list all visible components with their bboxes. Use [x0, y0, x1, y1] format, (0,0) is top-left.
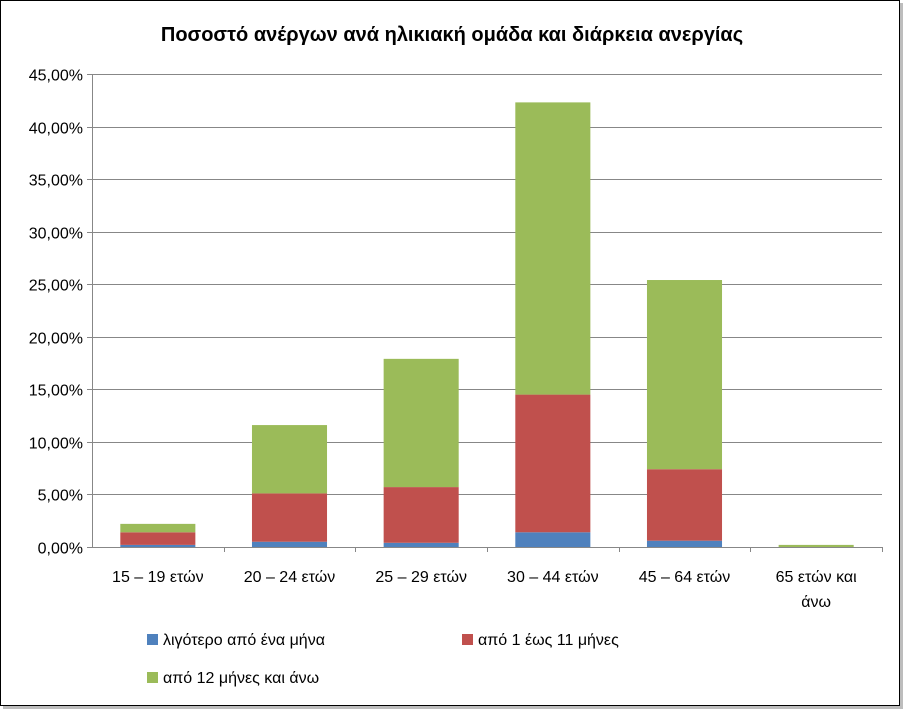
gridlines	[87, 74, 883, 552]
y-tick-label: 35,00%	[29, 173, 83, 190]
y-tick-label: 30,00%	[29, 226, 83, 243]
bar-segment-s1-c2	[383, 487, 459, 543]
legend-swatch	[147, 672, 158, 683]
bar-segment-s1-c0	[120, 532, 196, 545]
legend-label: λιγότερο από ένα μήνα	[163, 632, 325, 649]
y-axis-ticks: 0,00% 5,00% 10,00% 15,00% 20,00% 25,00% 30,00%…	[29, 68, 83, 558]
bar-segment-s0-c1	[251, 541, 328, 547]
legend-swatch	[462, 634, 473, 645]
x-tick-label: άνω	[801, 594, 831, 611]
legend-swatch	[147, 634, 158, 645]
y-tick-label: 45,00%	[29, 68, 83, 85]
x-tick-label: 15 – 19 ετών	[112, 569, 204, 586]
y-tick-label: 40,00%	[29, 121, 83, 138]
bar-segment-s2-c4	[646, 280, 723, 470]
legend-label: από 1 έως 11 μήνες	[478, 632, 619, 649]
x-tick-label: 45 – 64 ετών	[639, 569, 731, 586]
legend-label: από 12 μήνες και άνω	[163, 670, 319, 687]
bar-segment-s0-c4	[646, 540, 723, 547]
legend: λιγότερο από ένα μήνα από 1 έως 11 μήνες α…	[147, 632, 619, 687]
bar-segment-s2-c1	[251, 425, 328, 494]
y-tick-label: 20,00%	[29, 331, 83, 348]
y-tick-label: 15,00%	[29, 383, 83, 400]
x-tick-label: 25 – 29 ετών	[375, 569, 467, 586]
bar-segment-s2-c5	[778, 544, 854, 547]
x-tick-label: 20 – 24 ετών	[244, 569, 336, 586]
bar-segment-s0-c0	[120, 544, 196, 547]
x-tick-label: 30 – 44 ετών	[507, 569, 599, 586]
chart-title: Ποσοστό ανέργων ανά ηλικιακή ομάδα και δ…	[161, 24, 743, 46]
bar-segment-s0-c2	[383, 542, 459, 547]
y-tick-label: 5,00%	[38, 488, 83, 505]
bar-segment-s2-c3	[515, 102, 591, 395]
x-axis-ticks: 15 – 19 ετών 20 – 24 ετών 25 – 29 ετών 30 –…	[112, 569, 857, 611]
y-tick-label: 10,00%	[29, 436, 83, 453]
bar-segment-s2-c2	[383, 358, 459, 488]
bar-segment-s2-c0	[120, 523, 196, 533]
bar-segment-s1-c1	[251, 493, 328, 542]
y-tick-label: 25,00%	[29, 278, 83, 295]
bar-segment-s1-c4	[646, 469, 723, 541]
bars	[120, 102, 854, 547]
y-tick-label: 0,00%	[38, 541, 83, 558]
bar-segment-s0-c3	[515, 532, 591, 547]
bar-segment-s1-c3	[515, 394, 591, 533]
x-tick-label: 65 ετών και	[776, 569, 857, 586]
